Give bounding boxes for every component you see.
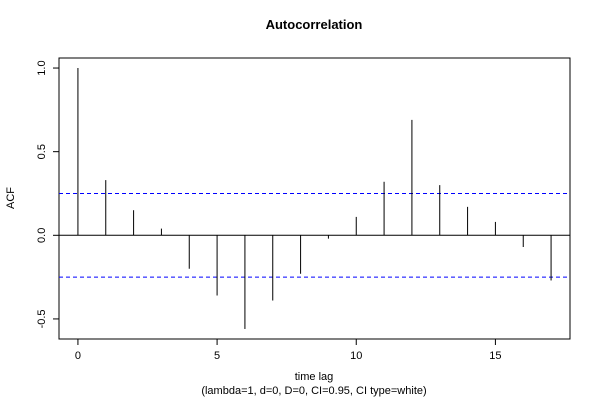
chart-title: Autocorrelation [266, 17, 363, 32]
y-tick-label: -0.5 [36, 309, 48, 328]
x-axis-label: time lag [295, 371, 334, 383]
y-tick-label: 0.0 [36, 228, 48, 243]
confidence-bands [59, 192, 570, 278]
y-tick-label: 1.0 [36, 60, 48, 75]
x-tick-label: 10 [350, 350, 362, 362]
plot-frame [58, 57, 571, 340]
y-axis: -0.5 0.0 0.5 1.0 [36, 60, 59, 328]
chart-subtitle: (lambda=1, d=0, D=0, CI=0.95, CI type=wh… [201, 385, 426, 397]
x-axis: 0 5 10 15 [75, 339, 502, 362]
y-axis-label: ACF [5, 187, 17, 209]
x-tick-label: 15 [489, 350, 501, 362]
x-tick-label: 5 [214, 350, 220, 362]
x-tick-label: 0 [75, 350, 81, 362]
y-tick-label: 0.5 [36, 144, 48, 159]
acf-stems [77, 68, 552, 329]
